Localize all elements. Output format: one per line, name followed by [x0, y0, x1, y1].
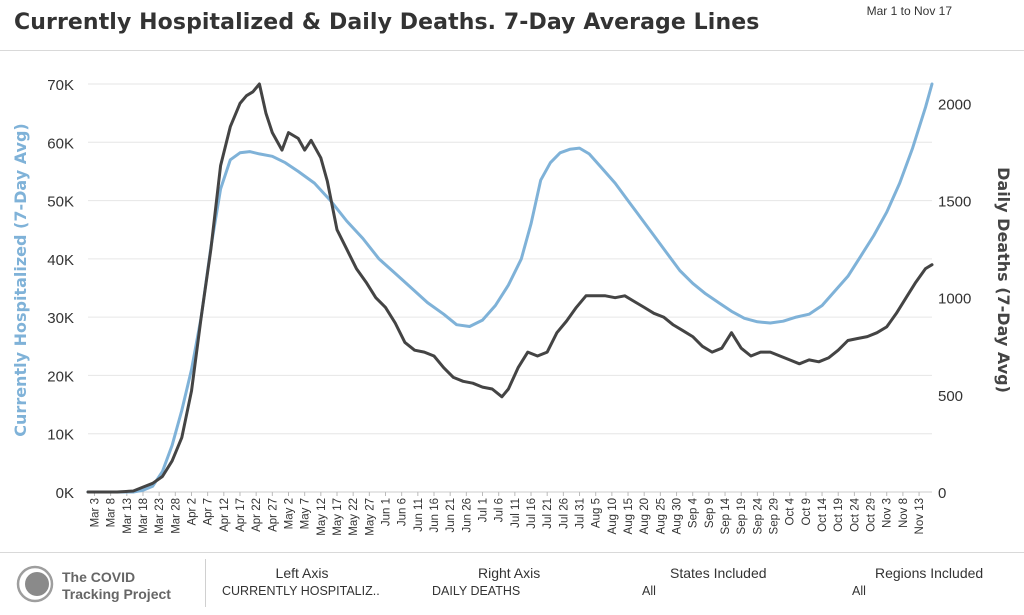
- x-tick-label: Jul 16: [526, 498, 538, 529]
- x-tick-label: Jun 26: [461, 498, 473, 533]
- x-tick-label: Oct 4: [785, 497, 797, 525]
- x-tick-label: Apr 17: [235, 498, 247, 532]
- brand-name: The COVID Tracking Project: [62, 569, 171, 603]
- x-tick-label: Jul 1: [478, 498, 490, 522]
- daily-deaths-line: [86, 82, 934, 494]
- line-chart: 0K 10K 20K 30K 40K 50K 60K 70K 0 500 1000 1500 2000…: [11, 77, 1013, 536]
- x-tick-label: Jul 11: [510, 498, 522, 528]
- x-tick-label: Mar 18: [138, 498, 150, 534]
- x-tick-label: Oct 19: [833, 498, 845, 532]
- x-tick-label: Jul 31: [575, 498, 587, 529]
- right-axis-title: Daily Deaths (7-Day Avg): [994, 167, 1013, 393]
- left-tick-label: 0K: [56, 485, 74, 502]
- left-axis-filter-value: CURRENTLY HOSPITALIZ..: [222, 584, 380, 598]
- x-tick-label: Jun 11: [413, 498, 425, 532]
- x-tick-label: Sep 9: [704, 498, 716, 528]
- footer-divider: [205, 559, 206, 607]
- x-tick-label: Aug 5: [591, 498, 603, 528]
- left-tick-label: 70K: [47, 77, 74, 94]
- x-tick-label: Sep 4: [688, 497, 700, 528]
- right-axis-filter[interactable]: Right Axis DAILY DEATHS: [432, 565, 592, 598]
- covid-tracking-logo-icon: [16, 565, 54, 603]
- x-tick-label: Jun 16: [429, 498, 441, 533]
- left-axis-ticks: 0K 10K 20K 30K 40K 50K 60K 70K: [47, 77, 74, 502]
- x-tick-label: Aug 30: [672, 498, 684, 534]
- hospitalized-line: [86, 82, 934, 494]
- regions-filter[interactable]: Regions Included All: [852, 565, 1012, 598]
- states-filter-label: States Included: [670, 565, 767, 581]
- left-axis-filter-label: Left Axis: [275, 565, 329, 581]
- left-tick-label: 20K: [47, 368, 74, 385]
- x-tick-label: Mar 13: [122, 498, 134, 534]
- x-tick-label: Nov 3: [882, 498, 894, 528]
- x-tick-label: Jun 21: [445, 498, 457, 533]
- regions-filter-label: Regions Included: [875, 565, 984, 581]
- states-filter-value: All: [642, 584, 656, 598]
- right-axis-filter-value: DAILY DEATHS: [432, 584, 521, 598]
- right-tick-label: 2000: [938, 96, 971, 113]
- x-tick-label: May 27: [364, 498, 376, 536]
- x-tick-label: Mar 8: [106, 498, 118, 527]
- x-tick-label: Mar 23: [154, 498, 166, 534]
- x-tick-label: May 12: [316, 498, 328, 536]
- header-divider: [0, 50, 1024, 51]
- x-tick-label: Apr 22: [251, 498, 263, 532]
- right-axis-filter-label: Right Axis: [478, 565, 541, 581]
- x-tick-label: May 22: [348, 498, 360, 536]
- footer-bar: The COVID Tracking Project Left Axis CUR…: [0, 552, 1024, 615]
- x-tick-label: Oct 24: [849, 497, 861, 531]
- x-tick-label: Oct 29: [866, 498, 878, 532]
- x-tick-label: Jun 1: [381, 498, 393, 526]
- x-tick-label: May 17: [332, 498, 344, 536]
- x-tick-label: Oct 14: [817, 497, 829, 531]
- x-tick-label: Jul 26: [558, 498, 570, 529]
- right-tick-label: 0: [938, 485, 946, 502]
- left-tick-label: 30K: [47, 310, 74, 327]
- x-tick-label: Apr 2: [186, 498, 198, 526]
- right-tick-label: 1000: [938, 291, 971, 308]
- x-tick-label: Sep 24: [752, 497, 764, 534]
- states-filter[interactable]: States Included All: [642, 565, 802, 598]
- x-tick-label: Sep 29: [769, 498, 781, 534]
- x-tick-label: Sep 14: [720, 497, 732, 534]
- chart-grid: [88, 83, 932, 493]
- x-axis-ticks: Mar 3 Mar 8 Mar 13 Mar 18 Mar 23 Mar 28 Apr 2 A…: [88, 491, 932, 536]
- x-tick-label: May 7: [300, 498, 312, 529]
- chart-title: Currently Hospitalized & Daily Deaths. 7…: [14, 10, 760, 35]
- x-tick-label: Nov 8: [898, 498, 910, 528]
- x-tick-label: Jul 21: [542, 498, 554, 529]
- chart-series: [86, 82, 934, 494]
- left-axis-filter[interactable]: Left Axis CURRENTLY HOSPITALIZ..: [222, 565, 382, 598]
- brand-line2: Tracking Project: [62, 586, 171, 602]
- x-tick-label: Nov 13: [914, 498, 926, 534]
- brand-line1: The COVID: [62, 569, 136, 585]
- right-axis-ticks: 0 500 1000 1500 2000: [938, 96, 971, 502]
- x-tick-label: Apr 27: [267, 498, 279, 532]
- x-tick-label: Jul 6: [494, 498, 506, 522]
- x-tick-label: Jun 6: [397, 498, 409, 526]
- x-tick-label: May 2: [283, 498, 295, 529]
- x-tick-label: Apr 7: [203, 498, 215, 526]
- regions-filter-value: All: [852, 584, 866, 598]
- left-tick-label: 50K: [47, 194, 74, 211]
- x-tick-label: Mar 28: [170, 498, 182, 534]
- date-range[interactable]: Mar 1 to Nov 17: [866, 4, 952, 18]
- brand[interactable]: The COVID Tracking Project: [14, 563, 204, 607]
- right-tick-label: 1500: [938, 194, 971, 211]
- x-tick-label: Oct 9: [801, 498, 813, 525]
- left-tick-label: 40K: [47, 252, 74, 269]
- x-tick-label: Apr 12: [219, 498, 231, 532]
- x-tick-label: Aug 15: [623, 498, 635, 534]
- left-tick-label: 60K: [47, 135, 74, 152]
- x-tick-label: Aug 25: [655, 498, 667, 534]
- left-tick-label: 10K: [47, 427, 74, 444]
- x-tick-label: Aug 10: [607, 498, 619, 534]
- x-tick-label: Sep 19: [736, 498, 748, 534]
- x-tick-label: Aug 20: [639, 498, 651, 534]
- x-tick-label: Mar 3: [89, 498, 101, 527]
- left-axis-title: Currently Hospitalized (7-Day Avg): [11, 123, 30, 436]
- right-tick-label: 500: [938, 388, 963, 405]
